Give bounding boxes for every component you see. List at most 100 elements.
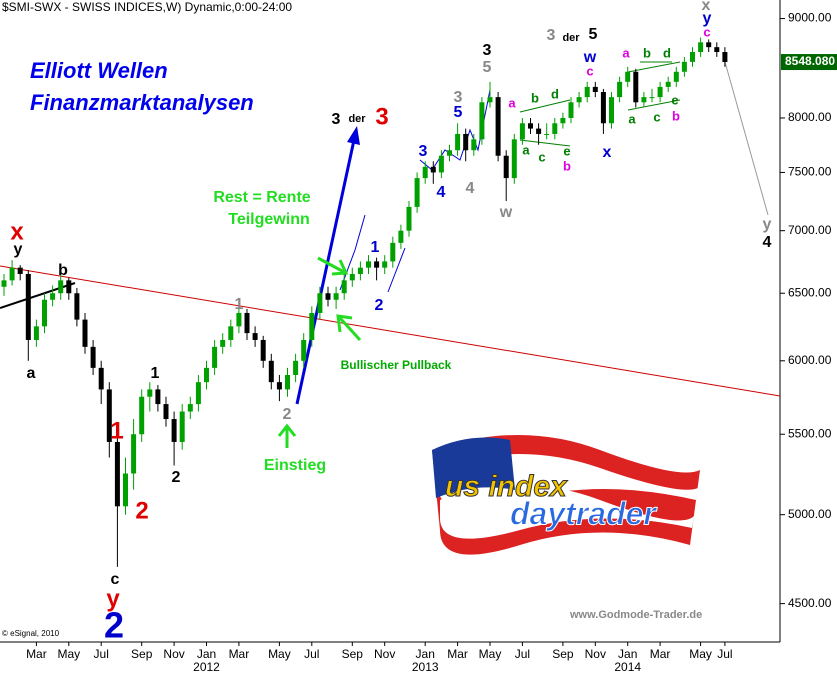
wave-label: b bbox=[563, 158, 571, 173]
candle-body bbox=[414, 178, 420, 207]
candle-body bbox=[503, 155, 509, 179]
wave-label: der bbox=[348, 113, 366, 125]
wave-label: c bbox=[653, 109, 660, 124]
x-tick-label: Mar bbox=[26, 647, 47, 661]
wave-label: w bbox=[583, 49, 597, 66]
candle-body bbox=[171, 419, 177, 442]
y-tick-label: 6000.00 bbox=[788, 353, 832, 367]
wave-label: c bbox=[538, 149, 545, 164]
candle-body bbox=[374, 261, 380, 268]
candle-body bbox=[641, 97, 647, 103]
x-tick-label: Jul bbox=[515, 647, 530, 661]
candle-body bbox=[406, 206, 412, 231]
x-tick-label: Sep bbox=[342, 647, 364, 661]
candle-body bbox=[50, 293, 56, 300]
candle-body bbox=[17, 267, 23, 274]
candle-body bbox=[212, 346, 218, 368]
candle-body bbox=[195, 382, 201, 405]
candle-body bbox=[82, 319, 88, 347]
candle-body bbox=[293, 360, 299, 375]
wave-label: der bbox=[562, 32, 580, 44]
candle-body bbox=[714, 47, 720, 53]
trend-line bbox=[0, 265, 781, 397]
candle-body bbox=[536, 128, 542, 134]
watermark: www.Godmode-Trader.de bbox=[569, 609, 702, 621]
year-label: 2014 bbox=[614, 660, 641, 674]
pointer-arrow bbox=[277, 423, 297, 448]
candle-body bbox=[260, 339, 266, 361]
wave-label: x bbox=[603, 144, 612, 161]
candle-body bbox=[25, 273, 31, 340]
wave-arrow bbox=[387, 247, 406, 293]
candle-body bbox=[592, 86, 598, 92]
candle-body bbox=[609, 97, 614, 124]
arrow-head bbox=[347, 126, 360, 145]
candle-body bbox=[349, 273, 355, 281]
pointer-arrow bbox=[317, 256, 349, 276]
candle-body bbox=[147, 389, 153, 397]
candle-body bbox=[576, 97, 582, 103]
wave-label: d bbox=[551, 86, 559, 101]
wave-label: Einstieg bbox=[264, 457, 326, 474]
wave-label: 4 bbox=[763, 234, 772, 251]
y-tick-label: 5000.00 bbox=[788, 507, 832, 521]
candle-body bbox=[690, 52, 695, 62]
wave-label: 3 bbox=[332, 111, 341, 128]
candle-body bbox=[179, 411, 185, 442]
x-tick-label: Jan bbox=[197, 647, 216, 661]
candle-body bbox=[706, 42, 712, 48]
candle-body bbox=[665, 81, 671, 87]
candle-body bbox=[382, 261, 388, 268]
candle-body bbox=[673, 71, 679, 82]
wave-label: a bbox=[27, 365, 36, 382]
wave-label: 3 bbox=[483, 42, 492, 59]
candle-body bbox=[220, 339, 226, 347]
pointer-arrow bbox=[336, 314, 362, 342]
year-label: 2012 bbox=[193, 660, 220, 674]
logo: us index daytrader bbox=[432, 435, 700, 555]
wave-label: d bbox=[663, 45, 671, 60]
wave-label: a bbox=[628, 111, 636, 126]
candle-body bbox=[42, 299, 47, 327]
candle-body bbox=[317, 293, 323, 313]
wave-label: a bbox=[508, 95, 516, 110]
x-tick-label: May bbox=[689, 647, 712, 661]
wave-label: 5 bbox=[589, 26, 598, 43]
x-tick-label: Jan bbox=[416, 647, 435, 661]
wave-label: 3 bbox=[454, 89, 463, 106]
wave-label: b bbox=[672, 108, 680, 123]
wave-label: b bbox=[58, 262, 68, 279]
wave-label: 1 bbox=[110, 417, 123, 444]
wave-label: y bbox=[14, 241, 23, 258]
x-tick-label: Nov bbox=[585, 647, 606, 661]
wave-label: e bbox=[563, 143, 570, 158]
wave-label: w bbox=[499, 204, 513, 221]
wave-label: a bbox=[522, 142, 530, 157]
candle-body bbox=[163, 404, 169, 420]
wave-label: a bbox=[622, 45, 630, 60]
candle-body bbox=[568, 102, 574, 118]
wave-label: 4 bbox=[466, 180, 475, 197]
candle-body bbox=[98, 367, 104, 390]
candle-body bbox=[657, 86, 663, 98]
x-tick-label: Mar bbox=[447, 647, 468, 661]
candle-body bbox=[600, 91, 606, 124]
candle-body bbox=[471, 139, 477, 151]
wave-label: y bbox=[106, 585, 120, 612]
wave-label: 2 bbox=[135, 497, 148, 524]
candle-body bbox=[309, 312, 315, 340]
candle-body bbox=[528, 123, 533, 129]
candle-body bbox=[244, 312, 250, 334]
candle-body bbox=[252, 333, 258, 340]
wave-label: 3 bbox=[375, 103, 388, 130]
candle-body bbox=[584, 86, 590, 98]
candle-body bbox=[560, 117, 566, 124]
candle-body bbox=[698, 42, 704, 53]
y-tick-label: 7000.00 bbox=[788, 223, 832, 237]
y-tick-label: 7500.00 bbox=[788, 165, 832, 179]
x-tick-label: Jul bbox=[94, 647, 109, 661]
candle-body bbox=[357, 267, 363, 274]
last-price-box bbox=[781, 54, 837, 71]
x-tick-label: Nov bbox=[374, 647, 395, 661]
x-tick-label: May bbox=[479, 647, 502, 661]
